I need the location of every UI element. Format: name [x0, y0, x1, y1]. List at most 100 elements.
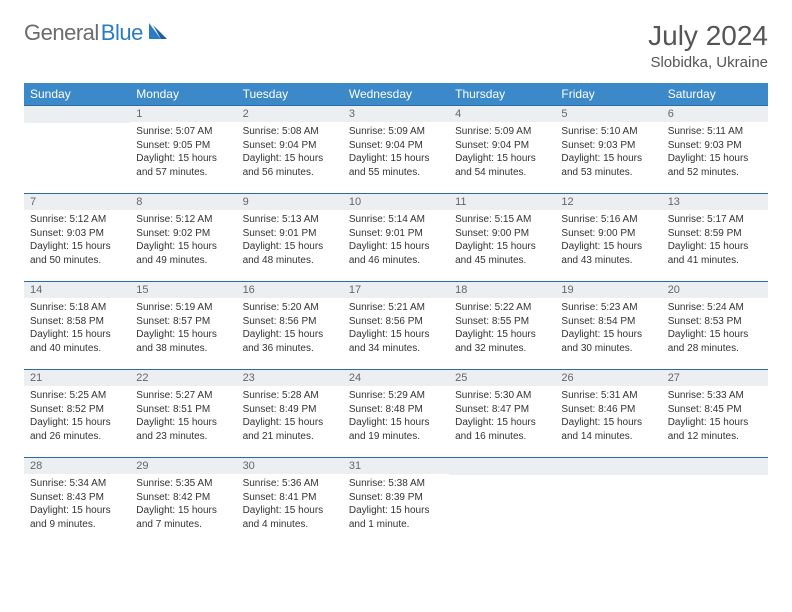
- sunrise-line: Sunrise: 5:25 AM: [30, 389, 124, 403]
- brand-part2: Blue: [101, 20, 143, 46]
- calendar-day-cell: 23Sunrise: 5:28 AMSunset: 8:49 PMDayligh…: [237, 370, 343, 458]
- sunrise-line: Sunrise: 5:36 AM: [243, 477, 337, 491]
- sunset-line: Sunset: 8:53 PM: [668, 315, 762, 329]
- sunset-line: Sunset: 8:42 PM: [136, 491, 230, 505]
- day-details: Sunrise: 5:28 AMSunset: 8:49 PMDaylight:…: [237, 386, 343, 447]
- daylight-line-1: Daylight: 15 hours: [243, 416, 337, 430]
- day-number: 31: [343, 458, 449, 474]
- daylight-line-2: and 9 minutes.: [30, 518, 124, 532]
- daylight-line-1: Daylight: 15 hours: [668, 152, 762, 166]
- calendar-day-cell: [662, 458, 768, 546]
- calendar-week-row: 7Sunrise: 5:12 AMSunset: 9:03 PMDaylight…: [24, 194, 768, 282]
- daylight-line-2: and 16 minutes.: [455, 430, 549, 444]
- day-number: [662, 458, 768, 475]
- day-details: Sunrise: 5:10 AMSunset: 9:03 PMDaylight:…: [555, 122, 661, 183]
- daylight-line-1: Daylight: 15 hours: [30, 504, 124, 518]
- day-details: Sunrise: 5:15 AMSunset: 9:00 PMDaylight:…: [449, 210, 555, 271]
- day-details: Sunrise: 5:38 AMSunset: 8:39 PMDaylight:…: [343, 474, 449, 535]
- daylight-line-2: and 46 minutes.: [349, 254, 443, 268]
- sunset-line: Sunset: 8:56 PM: [243, 315, 337, 329]
- daylight-line-2: and 32 minutes.: [455, 342, 549, 356]
- day-details: Sunrise: 5:30 AMSunset: 8:47 PMDaylight:…: [449, 386, 555, 447]
- daylight-line-1: Daylight: 15 hours: [30, 240, 124, 254]
- daylight-line-2: and 56 minutes.: [243, 166, 337, 180]
- day-number: 26: [555, 370, 661, 386]
- daylight-line-2: and 12 minutes.: [668, 430, 762, 444]
- day-number: 17: [343, 282, 449, 298]
- sunset-line: Sunset: 9:03 PM: [561, 139, 655, 153]
- day-number: 24: [343, 370, 449, 386]
- daylight-line-1: Daylight: 15 hours: [561, 240, 655, 254]
- brand-logo: GeneralBlue: [24, 20, 169, 46]
- calendar-day-cell: 21Sunrise: 5:25 AMSunset: 8:52 PMDayligh…: [24, 370, 130, 458]
- day-number: 16: [237, 282, 343, 298]
- calendar-day-cell: 24Sunrise: 5:29 AMSunset: 8:48 PMDayligh…: [343, 370, 449, 458]
- sunset-line: Sunset: 8:41 PM: [243, 491, 337, 505]
- sunrise-line: Sunrise: 5:12 AM: [136, 213, 230, 227]
- daylight-line-2: and 26 minutes.: [30, 430, 124, 444]
- daylight-line-2: and 53 minutes.: [561, 166, 655, 180]
- daylight-line-1: Daylight: 15 hours: [349, 416, 443, 430]
- daylight-line-1: Daylight: 15 hours: [243, 504, 337, 518]
- sunrise-line: Sunrise: 5:35 AM: [136, 477, 230, 491]
- daylight-line-1: Daylight: 15 hours: [561, 152, 655, 166]
- daylight-line-2: and 21 minutes.: [243, 430, 337, 444]
- calendar-day-cell: 11Sunrise: 5:15 AMSunset: 9:00 PMDayligh…: [449, 194, 555, 282]
- day-details: Sunrise: 5:27 AMSunset: 8:51 PMDaylight:…: [130, 386, 236, 447]
- daylight-line-2: and 19 minutes.: [349, 430, 443, 444]
- sunrise-line: Sunrise: 5:21 AM: [349, 301, 443, 315]
- day-number: 1: [130, 106, 236, 122]
- sunrise-line: Sunrise: 5:12 AM: [30, 213, 124, 227]
- weekday-header: Thursday: [449, 83, 555, 106]
- sunset-line: Sunset: 8:56 PM: [349, 315, 443, 329]
- daylight-line-1: Daylight: 15 hours: [243, 152, 337, 166]
- calendar-day-cell: 31Sunrise: 5:38 AMSunset: 8:39 PMDayligh…: [343, 458, 449, 546]
- sunrise-line: Sunrise: 5:09 AM: [455, 125, 549, 139]
- sunrise-line: Sunrise: 5:38 AM: [349, 477, 443, 491]
- sunset-line: Sunset: 8:59 PM: [668, 227, 762, 241]
- day-number: 22: [130, 370, 236, 386]
- day-number: 12: [555, 194, 661, 210]
- daylight-line-1: Daylight: 15 hours: [136, 416, 230, 430]
- daylight-line-2: and 45 minutes.: [455, 254, 549, 268]
- sunset-line: Sunset: 9:04 PM: [349, 139, 443, 153]
- calendar-day-cell: 5Sunrise: 5:10 AMSunset: 9:03 PMDaylight…: [555, 106, 661, 194]
- daylight-line-2: and 1 minute.: [349, 518, 443, 532]
- location-label: Slobidka, Ukraine: [648, 54, 768, 71]
- sunrise-line: Sunrise: 5:16 AM: [561, 213, 655, 227]
- day-details: Sunrise: 5:14 AMSunset: 9:01 PMDaylight:…: [343, 210, 449, 271]
- weekday-header-row: Sunday Monday Tuesday Wednesday Thursday…: [24, 83, 768, 106]
- sunset-line: Sunset: 9:02 PM: [136, 227, 230, 241]
- sunrise-line: Sunrise: 5:17 AM: [668, 213, 762, 227]
- calendar-day-cell: 17Sunrise: 5:21 AMSunset: 8:56 PMDayligh…: [343, 282, 449, 370]
- day-number: 4: [449, 106, 555, 122]
- sunset-line: Sunset: 8:47 PM: [455, 403, 549, 417]
- day-number: 15: [130, 282, 236, 298]
- day-number: 7: [24, 194, 130, 210]
- sunset-line: Sunset: 9:00 PM: [455, 227, 549, 241]
- day-details: Sunrise: 5:12 AMSunset: 9:02 PMDaylight:…: [130, 210, 236, 271]
- daylight-line-2: and 57 minutes.: [136, 166, 230, 180]
- weekday-header: Sunday: [24, 83, 130, 106]
- day-details: Sunrise: 5:11 AMSunset: 9:03 PMDaylight:…: [662, 122, 768, 183]
- sunrise-line: Sunrise: 5:20 AM: [243, 301, 337, 315]
- sunrise-line: Sunrise: 5:22 AM: [455, 301, 549, 315]
- daylight-line-1: Daylight: 15 hours: [455, 328, 549, 342]
- day-details: Sunrise: 5:12 AMSunset: 9:03 PMDaylight:…: [24, 210, 130, 271]
- day-details: Sunrise: 5:19 AMSunset: 8:57 PMDaylight:…: [130, 298, 236, 359]
- calendar-table: Sunday Monday Tuesday Wednesday Thursday…: [24, 83, 768, 546]
- day-number: 5: [555, 106, 661, 122]
- day-details: Sunrise: 5:24 AMSunset: 8:53 PMDaylight:…: [662, 298, 768, 359]
- daylight-line-2: and 14 minutes.: [561, 430, 655, 444]
- calendar-day-cell: 18Sunrise: 5:22 AMSunset: 8:55 PMDayligh…: [449, 282, 555, 370]
- sunrise-line: Sunrise: 5:19 AM: [136, 301, 230, 315]
- calendar-page: GeneralBlue July 2024 Slobidka, Ukraine …: [0, 0, 792, 566]
- sunrise-line: Sunrise: 5:11 AM: [668, 125, 762, 139]
- calendar-day-cell: 19Sunrise: 5:23 AMSunset: 8:54 PMDayligh…: [555, 282, 661, 370]
- day-details: Sunrise: 5:35 AMSunset: 8:42 PMDaylight:…: [130, 474, 236, 535]
- day-details: Sunrise: 5:31 AMSunset: 8:46 PMDaylight:…: [555, 386, 661, 447]
- daylight-line-2: and 23 minutes.: [136, 430, 230, 444]
- sunset-line: Sunset: 9:05 PM: [136, 139, 230, 153]
- day-details: Sunrise: 5:09 AMSunset: 9:04 PMDaylight:…: [449, 122, 555, 183]
- daylight-line-1: Daylight: 15 hours: [136, 240, 230, 254]
